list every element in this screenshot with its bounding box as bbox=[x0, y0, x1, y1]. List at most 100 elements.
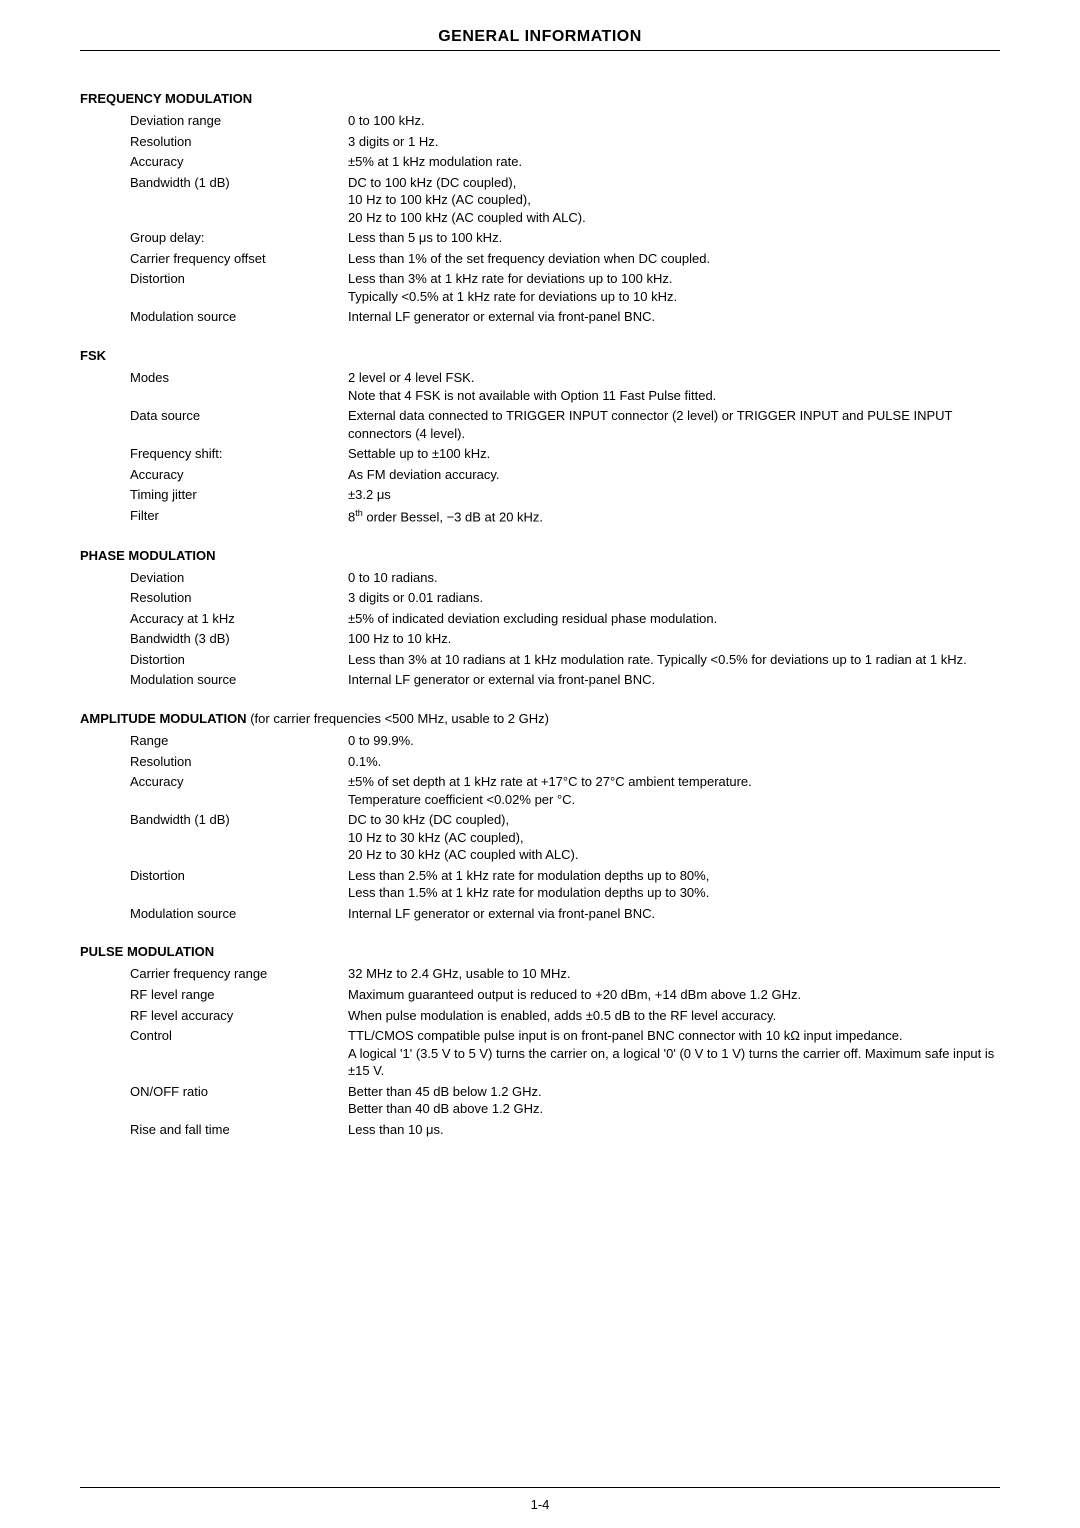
spec-row: Frequency shift:Settable up to ±100 kHz. bbox=[80, 445, 1000, 463]
spec-value: 8th order Bessel, −3 dB at 20 kHz. bbox=[348, 507, 1000, 526]
spec-value: 0.1%. bbox=[348, 753, 1000, 771]
footer-rule bbox=[80, 1487, 1000, 1488]
spec-label: Carrier frequency range bbox=[80, 965, 348, 983]
spec-row: ON/OFF ratioBetter than 45 dB below 1.2 … bbox=[80, 1083, 1000, 1118]
spec-value: Less than 1% of the set frequency deviat… bbox=[348, 250, 1000, 268]
spec-row: DistortionLess than 3% at 1 kHz rate for… bbox=[80, 270, 1000, 305]
spec-label: Filter bbox=[80, 507, 348, 525]
spec-label: Carrier frequency offset bbox=[80, 250, 348, 268]
spec-row: Filter8th order Bessel, −3 dB at 20 kHz. bbox=[80, 507, 1000, 526]
spec-value: 2 level or 4 level FSK.Note that 4 FSK i… bbox=[348, 369, 1000, 404]
spec-value: ±5% of indicated deviation excluding res… bbox=[348, 610, 1000, 628]
spec-value: As FM deviation accuracy. bbox=[348, 466, 1000, 484]
spec-label: Frequency shift: bbox=[80, 445, 348, 463]
spec-value: 3 digits or 0.01 radians. bbox=[348, 589, 1000, 607]
spec-row: Resolution3 digits or 0.01 radians. bbox=[80, 589, 1000, 607]
spec-row: RF level rangeMaximum guaranteed output … bbox=[80, 986, 1000, 1004]
spec-row: DistortionLess than 2.5% at 1 kHz rate f… bbox=[80, 867, 1000, 902]
spec-label: Modes bbox=[80, 369, 348, 387]
spec-row: Range0 to 99.9%. bbox=[80, 732, 1000, 750]
spec-label: Distortion bbox=[80, 867, 348, 885]
spec-row: Bandwidth (1 dB)DC to 30 kHz (DC coupled… bbox=[80, 811, 1000, 864]
spec-value: Internal LF generator or external via fr… bbox=[348, 905, 1000, 923]
spec-label: Bandwidth (3 dB) bbox=[80, 630, 348, 648]
spec-label: Deviation bbox=[80, 569, 348, 587]
spec-label: Modulation source bbox=[80, 905, 348, 923]
spec-label: Accuracy at 1 kHz bbox=[80, 610, 348, 628]
spec-value: 0 to 100 kHz. bbox=[348, 112, 1000, 130]
spec-label: Resolution bbox=[80, 753, 348, 771]
spec-value: Settable up to ±100 kHz. bbox=[348, 445, 1000, 463]
spec-value: When pulse modulation is enabled, adds ±… bbox=[348, 1007, 1000, 1025]
spec-value: Less than 3% at 10 radians at 1 kHz modu… bbox=[348, 651, 1000, 669]
spec-label: Accuracy bbox=[80, 773, 348, 791]
page: GENERAL INFORMATION FREQUENCY MODULATION… bbox=[0, 0, 1080, 1528]
spec-row: Accuracy±5% at 1 kHz modulation rate. bbox=[80, 153, 1000, 171]
spec-row: Timing jitter±3.2 μs bbox=[80, 486, 1000, 504]
spec-value: Less than 5 μs to 100 kHz. bbox=[348, 229, 1000, 247]
spec-row: Bandwidth (1 dB)DC to 100 kHz (DC couple… bbox=[80, 174, 1000, 227]
amplitude-modulation-subnote: (for carrier frequencies <500 MHz, usabl… bbox=[250, 711, 549, 726]
spec-label: Group delay: bbox=[80, 229, 348, 247]
heading-amplitude-modulation: AMPLITUDE MODULATION (for carrier freque… bbox=[80, 711, 1000, 726]
page-number: 1-4 bbox=[0, 1497, 1080, 1512]
heading-phase-modulation: PHASE MODULATION bbox=[80, 548, 1000, 563]
spec-value: 0 to 99.9%. bbox=[348, 732, 1000, 750]
amplitude-modulation-heading-text: AMPLITUDE MODULATION bbox=[80, 711, 247, 726]
spec-row: Group delay:Less than 5 μs to 100 kHz. bbox=[80, 229, 1000, 247]
section-phase-modulation: Deviation0 to 10 radians. Resolution3 dig… bbox=[80, 569, 1000, 689]
spec-value: 100 Hz to 10 kHz. bbox=[348, 630, 1000, 648]
spec-label: Accuracy bbox=[80, 153, 348, 171]
spec-label: Distortion bbox=[80, 651, 348, 669]
spec-label: Resolution bbox=[80, 133, 348, 151]
spec-label: Bandwidth (1 dB) bbox=[80, 174, 348, 192]
heading-fsk: FSK bbox=[80, 348, 1000, 363]
spec-value: Less than 2.5% at 1 kHz rate for modulat… bbox=[348, 867, 1000, 902]
spec-row: DistortionLess than 3% at 10 radians at … bbox=[80, 651, 1000, 669]
spec-value: ±5% at 1 kHz modulation rate. bbox=[348, 153, 1000, 171]
spec-label: Modulation source bbox=[80, 308, 348, 326]
spec-value: ±3.2 μs bbox=[348, 486, 1000, 504]
spec-row: Rise and fall timeLess than 10 μs. bbox=[80, 1121, 1000, 1139]
spec-label: Resolution bbox=[80, 589, 348, 607]
spec-value: 32 MHz to 2.4 GHz, usable to 10 MHz. bbox=[348, 965, 1000, 983]
spec-row: Accuracy at 1 kHz±5% of indicated deviat… bbox=[80, 610, 1000, 628]
spec-label: RF level accuracy bbox=[80, 1007, 348, 1025]
section-pulse-modulation: Carrier frequency range32 MHz to 2.4 GHz… bbox=[80, 965, 1000, 1138]
spec-label: Deviation range bbox=[80, 112, 348, 130]
spec-label: Control bbox=[80, 1027, 348, 1045]
section-fsk: Modes2 level or 4 level FSK.Note that 4 … bbox=[80, 369, 1000, 526]
spec-value: DC to 100 kHz (DC coupled),10 Hz to 100 … bbox=[348, 174, 1000, 227]
spec-row: Modulation sourceInternal LF generator o… bbox=[80, 671, 1000, 689]
spec-label: Modulation source bbox=[80, 671, 348, 689]
spec-row: ControlTTL/CMOS compatible pulse input i… bbox=[80, 1027, 1000, 1080]
spec-value: 3 digits or 1 Hz. bbox=[348, 133, 1000, 151]
spec-label: Bandwidth (1 dB) bbox=[80, 811, 348, 829]
spec-row: Modulation sourceInternal LF generator o… bbox=[80, 308, 1000, 326]
spec-row: Data sourceExternal data connected to TR… bbox=[80, 407, 1000, 442]
spec-row: AccuracyAs FM deviation accuracy. bbox=[80, 466, 1000, 484]
heading-frequency-modulation: FREQUENCY MODULATION bbox=[80, 91, 1000, 106]
spec-row: Deviation range0 to 100 kHz. bbox=[80, 112, 1000, 130]
title-rule bbox=[80, 50, 1000, 51]
section-frequency-modulation: Deviation range0 to 100 kHz.Resolution3 … bbox=[80, 112, 1000, 326]
spec-label: ON/OFF ratio bbox=[80, 1083, 348, 1101]
spec-value: DC to 30 kHz (DC coupled),10 Hz to 30 kH… bbox=[348, 811, 1000, 864]
spec-row: Accuracy±5% of set depth at 1 kHz rate a… bbox=[80, 773, 1000, 808]
spec-label: RF level range bbox=[80, 986, 348, 1004]
spec-row: Resolution0.1%. bbox=[80, 753, 1000, 771]
spec-row: Modulation sourceInternal LF generator o… bbox=[80, 905, 1000, 923]
page-title: GENERAL INFORMATION bbox=[80, 28, 1000, 46]
spec-value: Less than 10 μs. bbox=[348, 1121, 1000, 1139]
spec-row: Carrier frequency offsetLess than 1% of … bbox=[80, 250, 1000, 268]
spec-label: Timing jitter bbox=[80, 486, 348, 504]
section-amplitude-modulation: Range0 to 99.9%.Resolution0.1%.Accuracy±… bbox=[80, 732, 1000, 922]
spec-value: Less than 3% at 1 kHz rate for deviation… bbox=[348, 270, 1000, 305]
spec-value: Internal LF generator or external via fr… bbox=[348, 671, 1000, 689]
spec-value: External data connected to TRIGGER INPUT… bbox=[348, 407, 1000, 442]
spec-row: Bandwidth (3 dB)100 Hz to 10 kHz. bbox=[80, 630, 1000, 648]
spec-value: ±5% of set depth at 1 kHz rate at +17°C … bbox=[348, 773, 1000, 808]
spec-row: Carrier frequency range32 MHz to 2.4 GHz… bbox=[80, 965, 1000, 983]
spec-value: Internal LF generator or external via fr… bbox=[348, 308, 1000, 326]
spec-row: Deviation0 to 10 radians. bbox=[80, 569, 1000, 587]
